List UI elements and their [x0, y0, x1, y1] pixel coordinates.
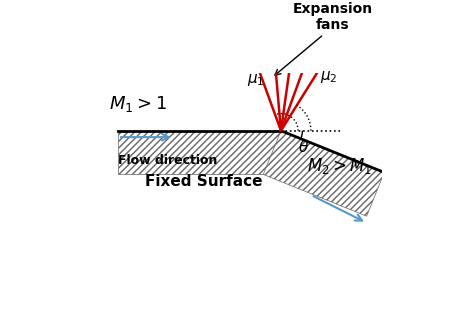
- Text: Flow direction: Flow direction: [118, 154, 218, 167]
- Text: $M_1 > 1$: $M_1 > 1$: [109, 94, 167, 114]
- Text: θ: θ: [299, 140, 309, 155]
- Text: $\mu_2$: $\mu_2$: [320, 69, 337, 85]
- Text: $\mu_1$: $\mu_1$: [247, 72, 264, 88]
- Polygon shape: [263, 131, 384, 216]
- Polygon shape: [118, 131, 281, 174]
- Text: Expansion
fans: Expansion fans: [292, 2, 373, 32]
- Text: Fixed Surface: Fixed Surface: [145, 174, 263, 188]
- Text: $M_2 > M_1$: $M_2 > M_1$: [307, 156, 372, 176]
